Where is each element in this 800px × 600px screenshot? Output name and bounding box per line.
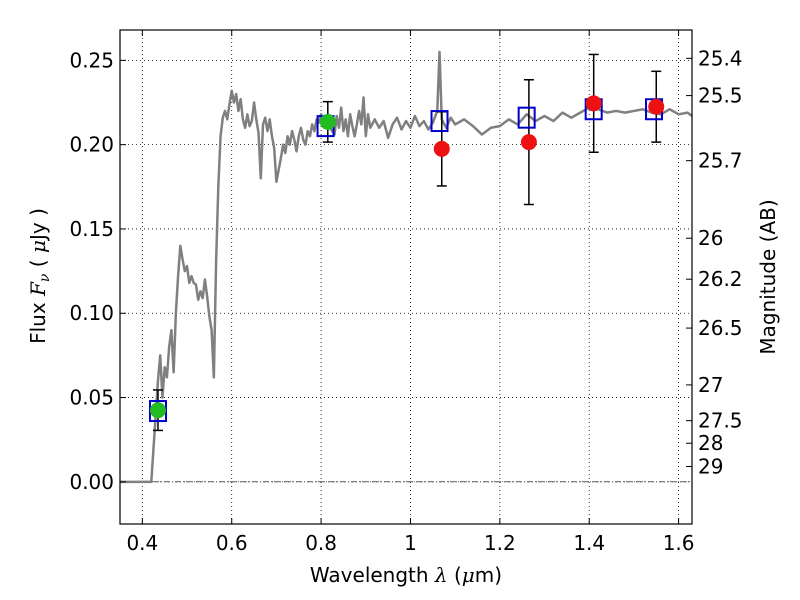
model-photometry-square [430, 110, 449, 133]
x-tick-label: 1 [404, 531, 417, 555]
magnitude-tick-label: 26.5 [698, 316, 743, 340]
magnitude-tick-label: 25.5 [698, 84, 743, 108]
x-tick-label: 0.6 [216, 531, 248, 555]
plot-frame [119, 29, 693, 525]
magnitude-tick-label: 25.4 [698, 46, 743, 70]
y-tick-label: 0.15 [69, 217, 114, 241]
magnitude-tick-label: 26 [698, 226, 723, 250]
magnitude-axis-label: Magnitude (AB) [756, 199, 780, 354]
x-tick-label: 0.8 [305, 531, 337, 555]
y-tick-label: 0.25 [69, 48, 114, 72]
model-photometry-square [148, 400, 167, 423]
magnitude-tick-label: 27 [698, 373, 723, 397]
optical-data-point [149, 402, 166, 419]
x-axis-ticks: 0.4 0.6 0.8 1 1.2 1.4 1.6 [126, 30, 695, 555]
magnitude-tick-label: 29 [698, 455, 723, 479]
y-tick-label: 0.00 [69, 470, 114, 494]
nir-data-point [585, 95, 602, 112]
magnitude-tick-label: 26.2 [698, 267, 743, 291]
x-axis-label: Wavelength λ (μm) [310, 563, 502, 587]
y-axis-label: Flux Fν ( μJy ) [26, 208, 53, 344]
plot-area [119, 29, 693, 525]
magnitude-tick-label: 25.7 [698, 149, 743, 173]
x-axis-label-text: Wavelength [310, 563, 435, 587]
y-tick-label: 0.10 [69, 301, 114, 325]
y-tick-label: 0.05 [69, 386, 114, 410]
nir-data-point [520, 134, 537, 151]
nir-data-point [648, 98, 665, 115]
y-tick-label: 0.20 [69, 133, 114, 157]
x-axis-lambda: λ [434, 563, 448, 587]
model-spectrum-line [120, 50, 693, 484]
model-photometry-square [517, 106, 536, 129]
nir-data-point [433, 140, 450, 157]
magnitude-tick-label: 27.5 [698, 409, 743, 433]
x-tick-label: 0.4 [126, 531, 158, 555]
y-axis-ticks: 0.00 0.05 0.10 0.15 0.20 0.25 [69, 48, 126, 494]
x-tick-label: 1.6 [663, 531, 695, 555]
x-tick-label: 1.2 [484, 531, 516, 555]
optical-data-point [319, 113, 336, 130]
x-tick-label: 1.4 [573, 531, 605, 555]
magnitude-tick-label: 28 [698, 431, 723, 455]
